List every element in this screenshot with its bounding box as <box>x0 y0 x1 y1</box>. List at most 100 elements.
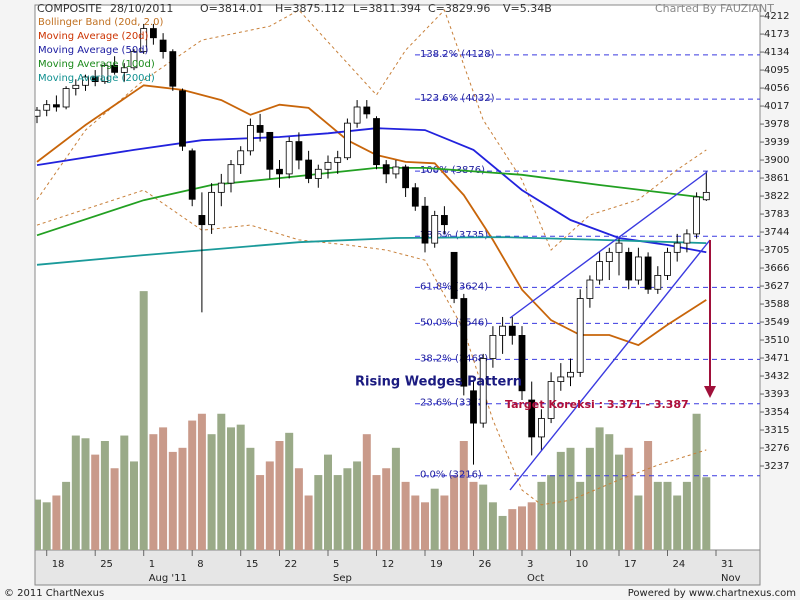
candle-body <box>596 261 603 281</box>
volume-bar <box>100 441 109 550</box>
month-label: Oct <box>527 573 544 584</box>
legend-entry: Moving Average (100d) <box>38 59 155 70</box>
volume-bar <box>440 495 449 550</box>
volume-bar <box>294 468 303 550</box>
volume-bar <box>324 454 332 550</box>
moving-average <box>36 84 707 347</box>
candle-body <box>557 376 565 382</box>
y-tick-label: 3900 <box>764 155 789 166</box>
target-annotation: Target Koreksi : 3.371 - 3.387 <box>505 398 689 411</box>
volume-bar <box>624 447 633 550</box>
volume-bar <box>304 495 313 550</box>
volume-bar <box>275 441 284 550</box>
low: L=3811.394 <box>353 2 421 15</box>
month-label: Nov <box>721 573 741 584</box>
candle-body <box>53 104 60 108</box>
volume-bar <box>256 475 265 550</box>
arrow-head <box>704 386 716 398</box>
candle-body <box>693 196 700 235</box>
candle-body <box>547 381 555 419</box>
candle-body <box>440 215 448 226</box>
candle-layer <box>35 23 710 465</box>
candle-body <box>324 161 332 170</box>
volume-bar <box>81 438 90 550</box>
fib-label: 50.0% (3546) <box>420 317 488 328</box>
candle-body <box>470 390 477 424</box>
candle-body <box>334 157 342 163</box>
candle-body <box>246 125 254 152</box>
y-tick-label: 3354 <box>764 407 789 418</box>
volume-bar <box>479 484 488 550</box>
volume-bar <box>644 441 653 550</box>
volume-bar <box>139 291 148 550</box>
volume-bar <box>71 435 80 550</box>
candle-body <box>217 182 225 193</box>
y-tick-label: 4017 <box>764 101 789 112</box>
candle-body <box>198 215 206 226</box>
y-tick-label: 3432 <box>764 371 789 382</box>
y-tick-label: 3315 <box>764 425 789 436</box>
x-tick-label: 1 <box>149 559 155 570</box>
volume-bar <box>207 434 216 550</box>
volume-bar <box>421 502 429 550</box>
candle-body <box>528 399 536 438</box>
candle-body <box>91 76 99 83</box>
candle-body <box>227 164 235 184</box>
candle-body <box>479 358 487 424</box>
volume-bar <box>217 413 226 550</box>
candle-body <box>285 141 293 175</box>
volume-layer <box>35 291 711 550</box>
candle-body <box>72 84 80 89</box>
candle-body <box>35 109 41 117</box>
candle-body <box>62 88 70 108</box>
candle-body <box>149 28 157 39</box>
y-tick-label: 3666 <box>764 263 789 274</box>
volume-bar <box>585 447 594 550</box>
candle-body <box>120 67 128 73</box>
volume-bar <box>227 427 235 550</box>
volume-bar <box>653 481 662 550</box>
volume-bar <box>265 461 274 550</box>
candle-body <box>353 106 361 124</box>
candle-body <box>499 325 507 336</box>
bollinger-band <box>36 189 707 506</box>
candle-body <box>82 76 89 86</box>
volume-bar <box>401 481 410 550</box>
fib-label: 23.6% (3372) <box>420 398 488 409</box>
x-tick-label: 8 <box>197 559 203 570</box>
volume-bar <box>615 454 623 550</box>
volume-bar <box>314 475 323 550</box>
volume-bar <box>246 447 255 550</box>
y-tick-label: 4056 <box>764 83 789 94</box>
x-tick-label: 10 <box>576 559 589 570</box>
volume-bar <box>663 481 672 550</box>
volume-bar <box>595 427 604 550</box>
volume-bar <box>566 447 575 550</box>
fib-label: 38.2% (3468) <box>420 353 488 364</box>
candle-body <box>654 275 662 290</box>
candle-body <box>683 233 691 244</box>
candle-body <box>373 118 380 166</box>
volume-bar <box>42 502 51 550</box>
volume-bar <box>527 502 536 550</box>
volume-bar <box>459 441 468 550</box>
x-tick-label: 12 <box>382 559 395 570</box>
candle-body <box>508 325 516 336</box>
volume-bar <box>168 451 177 550</box>
y-tick-label: 3939 <box>764 137 789 148</box>
candle-body <box>644 256 652 290</box>
volume-bar <box>35 499 41 550</box>
candle-body <box>567 371 574 378</box>
volume-bar <box>285 432 294 550</box>
legend-entry: Moving Average (20d) <box>38 31 149 42</box>
candle-body <box>392 166 400 175</box>
candle-body <box>673 242 681 253</box>
candle-body <box>169 51 177 87</box>
volume-bar <box>576 481 585 550</box>
close: C=3829.96 <box>428 2 490 15</box>
date: 28/10/2011 <box>110 2 173 15</box>
x-tick-label: 26 <box>479 559 492 570</box>
candle-body <box>43 104 51 111</box>
pattern-annotation: Rising Wedges Pattern <box>355 375 522 390</box>
candle-body <box>586 279 594 299</box>
